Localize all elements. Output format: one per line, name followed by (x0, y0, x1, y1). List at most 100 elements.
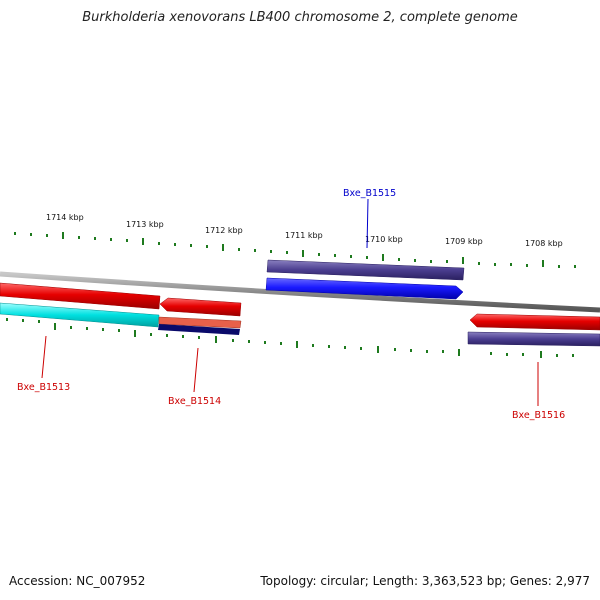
tick (426, 350, 428, 353)
tick-major (134, 330, 136, 337)
tick-major (215, 336, 217, 343)
gene-bar-purple (266, 259, 465, 281)
tick (126, 239, 128, 242)
tick (574, 265, 576, 268)
tick (198, 336, 200, 339)
tick (70, 326, 72, 329)
tick (182, 335, 184, 338)
tick-major (542, 260, 544, 267)
tick (46, 234, 48, 237)
tick-major (462, 257, 464, 264)
tick (494, 263, 496, 266)
cds-arrow-red (469, 313, 600, 331)
tick-major (458, 349, 460, 356)
tick (22, 319, 24, 322)
backbone (0, 271, 600, 313)
tick-major (540, 351, 542, 358)
tick (14, 232, 16, 235)
tick (30, 233, 32, 236)
tick (158, 242, 160, 245)
label-leader-Bxe_B1514 (193, 347, 199, 393)
gene-Bxe_B1514[interactable] (158, 297, 242, 335)
tick (86, 327, 88, 330)
gene-label-Bxe_B1513[interactable]: Bxe_B1513 (17, 382, 70, 393)
tick (506, 353, 508, 356)
map-title: Burkholderia xenovorans LB400 chromosome… (82, 10, 518, 25)
tick (526, 264, 528, 267)
cds-bar-red (0, 282, 161, 310)
tick (414, 259, 416, 262)
cds-bar-cyan (0, 302, 160, 328)
cds-bar-navy (158, 324, 240, 335)
tick (522, 353, 524, 356)
tick (350, 255, 352, 258)
tick-major (142, 238, 144, 245)
gene-Bxe_B1516[interactable] (467, 313, 600, 347)
tick (248, 340, 250, 343)
accession-text: Accession: NC_007952 (9, 574, 146, 588)
scale-label: 1712 kbp (205, 226, 243, 235)
tick (490, 352, 492, 355)
scale-label: 1714 kbp (46, 213, 84, 222)
tick (254, 249, 256, 252)
tick (394, 348, 396, 351)
gene-label-Bxe_B1515[interactable]: Bxe_B1515 (343, 188, 396, 199)
cds-bar-salmon (158, 316, 242, 329)
tick (410, 349, 412, 352)
tick (38, 320, 40, 323)
label-leader-Bxe_B1515 (366, 198, 369, 249)
scale-label: 1710 kbp (365, 235, 403, 244)
tick (102, 328, 104, 331)
cds-arrow-blue (265, 277, 464, 300)
tick-major (377, 346, 379, 353)
upper-scale-ticks (14, 232, 576, 268)
genome-info-text: Topology: circular; Length: 3,363,523 bp… (260, 574, 590, 588)
gene-Bxe_B1515[interactable] (265, 259, 465, 300)
tick (312, 344, 314, 347)
tick (478, 262, 480, 265)
tick-major (222, 244, 224, 251)
gene-label-Bxe_B1514[interactable]: Bxe_B1514 (168, 396, 221, 407)
tick (174, 243, 176, 246)
tick (366, 256, 368, 259)
tick (94, 237, 96, 240)
tick (232, 339, 234, 342)
cds-arrow-red (159, 297, 242, 317)
tick (318, 253, 320, 256)
tick (446, 260, 448, 263)
tick (78, 236, 80, 239)
label-leader-Bxe_B1513 (41, 335, 47, 379)
tick (118, 329, 120, 332)
gene-label-Bxe_B1516[interactable]: Bxe_B1516 (512, 410, 565, 421)
tick (398, 258, 400, 261)
tick (558, 265, 560, 268)
tick (430, 260, 432, 263)
scale-label: 1711 kbp (285, 231, 323, 240)
tick-major (296, 341, 298, 348)
tick (510, 263, 512, 266)
tick (280, 342, 282, 345)
tick (334, 254, 336, 257)
tick (190, 244, 192, 247)
tick (572, 354, 574, 357)
gene-Bxe_B1513[interactable] (0, 282, 161, 328)
tick (344, 346, 346, 349)
tick-major (382, 254, 384, 261)
tick (360, 347, 362, 350)
scale-label: 1713 kbp (126, 220, 164, 229)
tick-major (62, 232, 64, 239)
tick (556, 354, 558, 357)
tick (270, 250, 272, 253)
tick (110, 238, 112, 241)
lower-scale-ticks (6, 318, 574, 358)
tick (328, 345, 330, 348)
scale-label: 1709 kbp (445, 237, 483, 246)
tick (206, 245, 208, 248)
tick (286, 251, 288, 254)
tick (166, 334, 168, 337)
tick (442, 350, 444, 353)
scale-label: 1708 kbp (525, 239, 563, 248)
tick (6, 318, 8, 321)
tick-major (54, 323, 56, 330)
